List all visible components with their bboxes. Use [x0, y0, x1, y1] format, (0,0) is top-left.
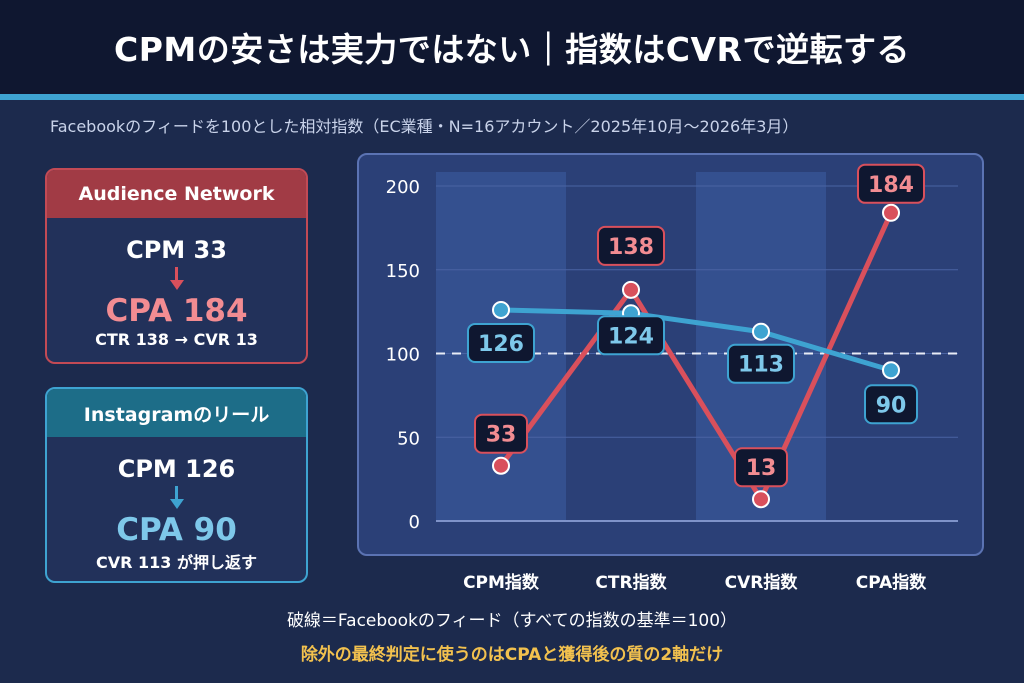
instagram-reels-data-point [492, 300, 510, 319]
audience-network-note: CTR 138 → CVR 13 [95, 330, 258, 349]
x-tick-label: CPM指数 [463, 573, 539, 593]
instagram-reels-card-label: Instagramのリール [47, 389, 306, 437]
header-bar: CPMの安さは実力ではない｜指数はCVRで逆転する [0, 0, 1024, 94]
audience-network-data-label-box [474, 413, 528, 454]
audience-network-card: Audience Network CPM 33 CPA 184 CTR 138 … [45, 168, 308, 364]
instagram-reels-data-label: 113 [738, 353, 784, 378]
instagram-reels-data-label-box [864, 384, 918, 425]
y-tick-label: 150 [386, 261, 420, 282]
instagram-reels-cpm: CPM 126 [117, 455, 236, 483]
conclusion-note: 除外の最終判定に使うのはCPAと獲得後の質の2軸だけ [300, 645, 724, 665]
instagram-reels-data-label-box [467, 322, 535, 363]
instagram-reels-series-line [498, 307, 894, 373]
audience-network-data-label-box [734, 447, 788, 488]
x-tick-label: CPA指数 [855, 573, 927, 593]
audience-network-card-label: Audience Network [47, 170, 306, 218]
instagram-reels-note: CVR 113 が押し返す [96, 553, 257, 572]
audience-network-data-label-box [597, 225, 665, 266]
arrow-down-icon [47, 483, 306, 513]
instagram-reels-data-point [752, 322, 770, 341]
x-tick-label: CVR指数 [724, 573, 798, 593]
y-tick-label: 50 [397, 428, 420, 449]
instagram-reels-data-point [882, 361, 900, 380]
line-chart: 0 50 100 150 200 33 138 13 184 126 124 113 90 [386, 163, 958, 533]
instagram-reels-data-label: 90 [876, 393, 907, 418]
reference-line-note: 破線＝Facebookのフィード（すべての指数の基準＝100） [286, 611, 738, 631]
audience-network-data-label: 13 [746, 456, 777, 481]
instagram-reels-data-label: 124 [608, 324, 654, 349]
header-accent-line [0, 94, 1024, 100]
audience-network-data-label: 33 [486, 423, 517, 448]
x-tick-label: CTR指数 [595, 573, 667, 593]
arrow-down-icon [47, 264, 306, 294]
audience-network-data-label: 184 [868, 173, 914, 198]
instagram-reels-cpa: CPA 90 [116, 512, 237, 548]
instagram-reels-data-label-box [597, 315, 665, 356]
audience-network-series-line [498, 210, 894, 502]
audience-network-data-label-box [857, 163, 925, 204]
y-tick-label: 200 [386, 177, 420, 198]
audience-network-cpa: CPA 184 [105, 293, 248, 329]
audience-network-data-point [752, 490, 770, 509]
audience-network-data-label: 138 [608, 235, 654, 260]
audience-network-cpm: CPM 33 [126, 236, 227, 264]
instagram-reels-data-label-box [727, 343, 795, 384]
y-tick-label: 0 [409, 512, 420, 533]
chart-subtitle: Facebookのフィードを100とした相対指数（EC業種・N=16アカウント／… [50, 117, 799, 136]
audience-network-data-point [622, 280, 640, 299]
page-title: CPMの安さは実力ではない｜指数はCVRで逆転する [114, 30, 910, 69]
instagram-reels-data-label: 126 [478, 332, 524, 357]
instagram-reels-card: Instagramのリール CPM 126 CPA 90 CVR 113 が押し… [45, 387, 308, 583]
audience-network-data-point [492, 456, 510, 475]
y-tick-label: 100 [386, 345, 420, 366]
audience-network-data-point [882, 203, 900, 222]
